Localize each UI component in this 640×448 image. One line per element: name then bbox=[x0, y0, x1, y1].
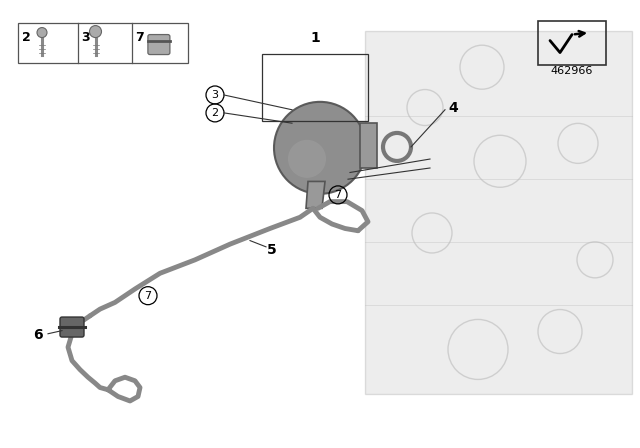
Text: 3: 3 bbox=[211, 90, 218, 100]
Text: 3: 3 bbox=[81, 31, 90, 44]
Polygon shape bbox=[360, 123, 377, 168]
Text: 1: 1 bbox=[310, 31, 320, 45]
Polygon shape bbox=[306, 181, 325, 208]
Circle shape bbox=[37, 28, 47, 38]
Bar bbox=[538, 21, 606, 65]
Text: 5: 5 bbox=[267, 243, 277, 257]
Bar bbox=[262, 54, 368, 121]
Text: 2: 2 bbox=[211, 108, 219, 118]
FancyBboxPatch shape bbox=[148, 34, 170, 55]
Circle shape bbox=[274, 102, 366, 194]
Text: 4: 4 bbox=[448, 101, 458, 116]
Bar bbox=[18, 22, 188, 63]
Text: 7: 7 bbox=[335, 190, 342, 200]
Polygon shape bbox=[365, 31, 632, 394]
Circle shape bbox=[90, 26, 102, 38]
Text: 462966: 462966 bbox=[551, 65, 593, 76]
Text: 7: 7 bbox=[145, 291, 152, 301]
Text: 6: 6 bbox=[33, 327, 43, 342]
Text: 2: 2 bbox=[22, 31, 30, 44]
Circle shape bbox=[288, 140, 326, 178]
FancyBboxPatch shape bbox=[60, 317, 84, 337]
Text: 7: 7 bbox=[136, 31, 144, 44]
